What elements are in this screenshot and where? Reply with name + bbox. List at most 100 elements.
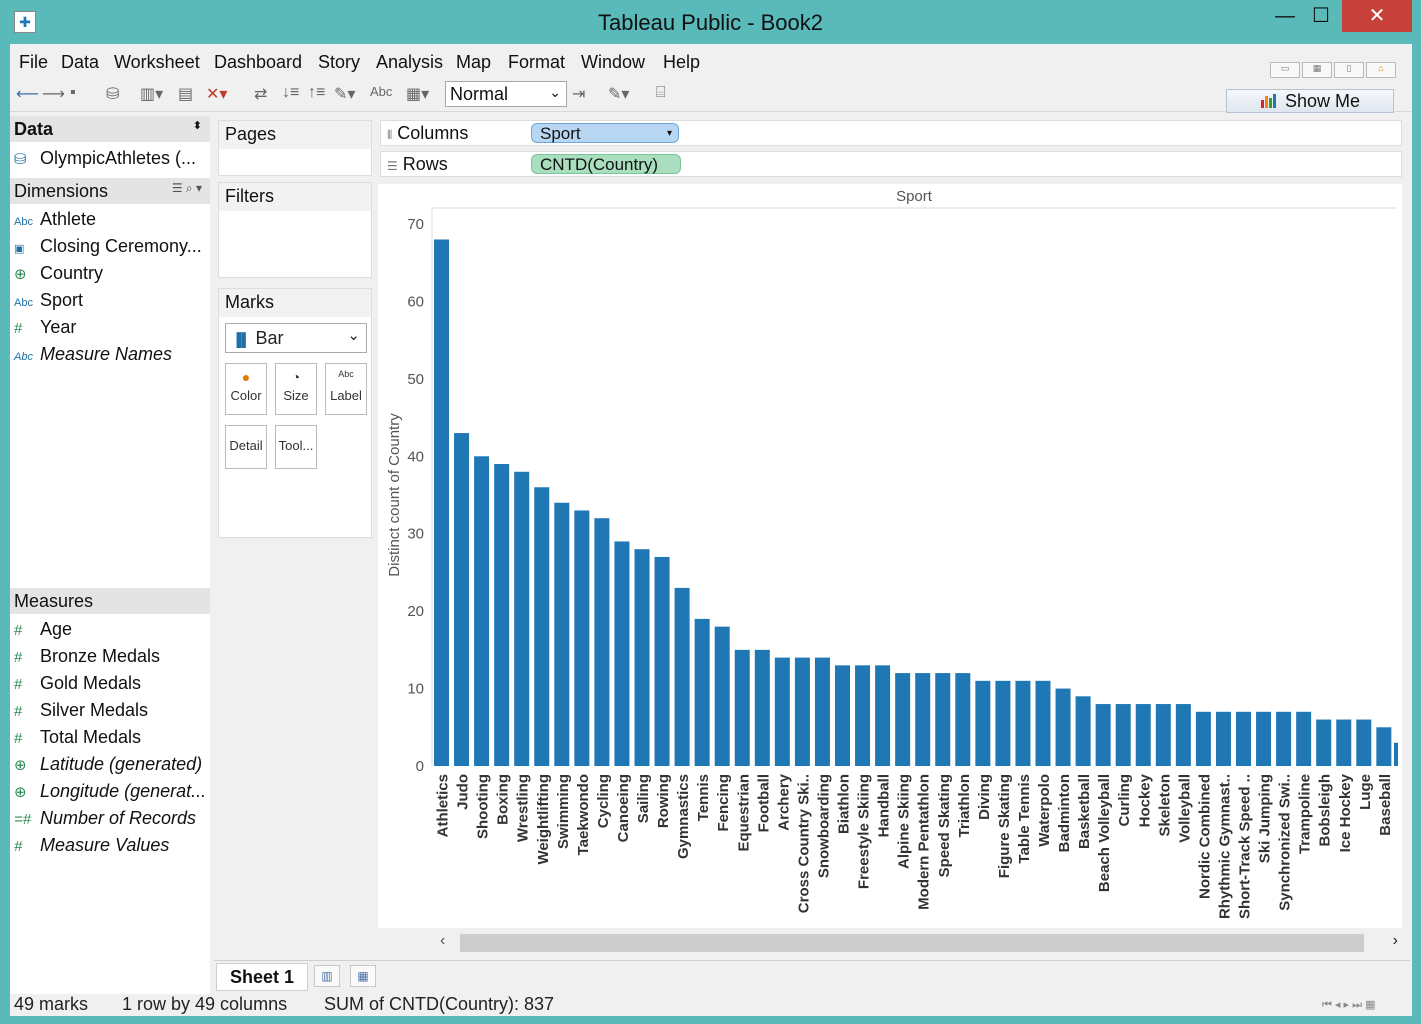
marks-card: Marks ▐▌ Bar ⌄ ● Color ◔ Size Abc Label Det…	[218, 288, 372, 538]
show-labels-icon[interactable]: Abc	[370, 84, 393, 99]
size-button[interactable]: ◔ Size	[275, 363, 317, 415]
field-item[interactable]: Abc Athlete	[14, 209, 96, 230]
number-type-icon: #	[14, 649, 23, 666]
field-item[interactable]: # Measure Values	[14, 835, 169, 856]
new-worksheet-tab-icon[interactable]: ▥	[314, 965, 340, 987]
columns-shelf[interactable]: ⦀ Columns Sport ▾	[380, 120, 1402, 146]
x-tick-label: Rhythmic Gymnast..	[1216, 774, 1233, 919]
label-button[interactable]: Abc Label	[325, 363, 367, 415]
field-item[interactable]: ▣ Closing Ceremony...	[14, 236, 202, 257]
field-item[interactable]: ⊕ Latitude (generated)	[14, 754, 202, 775]
menu-data[interactable]: Data	[61, 52, 100, 72]
sport-pill[interactable]: Sport ▾	[531, 123, 679, 143]
new-dashboard-tab-icon[interactable]: ▦	[350, 965, 376, 987]
bar-figure-skating	[995, 680, 1011, 766]
sort-ascending-icon[interactable]: ↓≡	[282, 84, 300, 101]
pen-icon[interactable]: ✎▾	[608, 86, 630, 103]
maximize-button[interactable]: ☐	[1312, 5, 1330, 27]
database-icon[interactable]: ⛁	[106, 86, 120, 103]
title-bar[interactable]: ✚ Tableau Public - Book2 — ☐ ✕	[0, 0, 1421, 44]
forward-arrow-icon[interactable]: ⟶	[42, 86, 65, 103]
menu-dashboard[interactable]: Dashboard	[214, 52, 303, 72]
chart-header: Sport	[896, 188, 933, 205]
field-item[interactable]: # Year	[14, 317, 76, 338]
cntd-country-pill[interactable]: CNTD(Country)	[531, 154, 681, 174]
rows-shelf[interactable]: ☰ Rows CNTD(Country)	[380, 151, 1402, 177]
search-icon[interactable]: ☰ ⌕ ▾	[171, 181, 202, 195]
horizontal-scrollbar[interactable]: ‹ ›	[432, 932, 1406, 954]
swap-icon[interactable]: ⇄	[254, 86, 268, 103]
field-item[interactable]: # Gold Medals	[14, 673, 141, 694]
field-item[interactable]: # Silver Medals	[14, 700, 148, 721]
bar-sailing	[634, 549, 650, 766]
y-tick-label: 0	[416, 758, 424, 775]
field-item[interactable]: # Bronze Medals	[14, 646, 160, 667]
menu-file[interactable]: File	[19, 52, 49, 72]
chart-icon[interactable]: ▦▾	[406, 86, 430, 103]
x-tick-label: Taekwondo	[575, 774, 592, 855]
bar-fencing	[714, 626, 730, 766]
field-item[interactable]: Abc Sport	[14, 290, 83, 311]
x-tick-label: Archery	[775, 773, 792, 830]
menu-analysis[interactable]: Analysis	[376, 52, 444, 72]
presentation-icon[interactable]: ⌸	[656, 84, 666, 101]
geo-type-icon: ⊕	[14, 757, 27, 774]
sport-pill-label: Sport	[540, 124, 581, 143]
field-item[interactable]: ⊕ Longitude (generat...	[14, 781, 206, 802]
data-source-icon[interactable]: ▯	[1334, 62, 1364, 78]
new-worksheet-icon[interactable]: ▥▾	[140, 86, 164, 103]
mark-type-select[interactable]: ▐▌ Bar ⌄	[225, 323, 367, 353]
detail-label: Detail	[229, 438, 263, 453]
minimize-button[interactable]: —	[1275, 5, 1295, 27]
filters-card[interactable]: Filters	[218, 182, 372, 278]
tooltip-icon	[276, 426, 316, 438]
pin-axis-icon[interactable]: ⇥	[572, 86, 586, 103]
tooltip-button[interactable]: Tool...	[275, 425, 317, 469]
back-arrow-icon[interactable]: ⟵	[16, 86, 39, 103]
detail-button[interactable]: Detail	[225, 425, 267, 469]
size-icon: ◔	[291, 369, 301, 385]
field-item[interactable]: # Total Medals	[14, 727, 141, 748]
datasource-item[interactable]: ⛁ OlympicAthletes (...	[14, 148, 196, 169]
scrollbar-thumb[interactable]	[460, 934, 1364, 952]
clear-sheet-icon[interactable]: ✕▾	[206, 86, 228, 103]
field-item[interactable]: =# Number of Records	[14, 808, 196, 829]
bar-wrestling	[514, 471, 530, 766]
menu-worksheet[interactable]: Worksheet	[114, 52, 200, 72]
y-tick-label: 30	[407, 526, 424, 543]
string-type-icon: Abc	[14, 351, 33, 363]
chevron-down-icon: ⌄	[347, 327, 360, 344]
pane-menu-icon[interactable]: ⬍	[192, 120, 202, 132]
scroll-right-icon[interactable]: ›	[1392, 932, 1398, 949]
fit-select[interactable]: Normal ⌄	[445, 81, 567, 107]
presentation-mode-icon[interactable]: ▭	[1270, 62, 1300, 78]
visualization-area[interactable]: Sport 0 10 20 30 40 50 60 70 Distinct count of Co…	[378, 184, 1402, 928]
bar-chart[interactable]: Sport 0 10 20 30 40 50 60 70 Distinct count of Co…	[378, 184, 1402, 928]
menu-map[interactable]: Map	[456, 52, 492, 72]
bar-ice-hockey	[1336, 719, 1352, 766]
bar-cross-country-ski-	[794, 657, 810, 766]
highlight-icon[interactable]: ✎▾	[334, 86, 356, 103]
show-me-button[interactable]: Show Me	[1226, 89, 1394, 113]
bar-baseball	[1376, 727, 1392, 766]
sheet-sorter-icon[interactable]: ▦	[1302, 62, 1332, 78]
duplicate-sheet-icon[interactable]: ▤	[178, 86, 194, 103]
home-icon[interactable]: ⌂	[1366, 62, 1396, 78]
color-button[interactable]: ● Color	[225, 363, 267, 415]
menu-format[interactable]: Format	[508, 52, 566, 72]
bar-mark-icon: ▐▌	[232, 332, 251, 347]
save-icon[interactable]: ▪	[70, 84, 76, 101]
pages-card[interactable]: Pages	[218, 120, 372, 176]
sort-descending-icon[interactable]: ↑≡	[308, 84, 326, 101]
field-item[interactable]: # Age	[14, 619, 72, 640]
menu-story[interactable]: Story	[318, 52, 361, 72]
number-type-icon: #	[14, 676, 23, 693]
field-item[interactable]: Abc Measure Names	[14, 344, 172, 365]
menu-window[interactable]: Window	[581, 52, 646, 72]
scroll-left-icon[interactable]: ‹	[440, 932, 446, 949]
menu-help[interactable]: Help	[663, 52, 701, 72]
page-navigation-icon[interactable]: ⏮ ◂ ▸ ⏭ ▦	[1322, 999, 1376, 1011]
close-button[interactable]: ✕	[1342, 0, 1412, 32]
field-item[interactable]: ⊕ Country	[14, 263, 103, 284]
tab-sheet-1[interactable]: Sheet 1	[216, 963, 308, 991]
